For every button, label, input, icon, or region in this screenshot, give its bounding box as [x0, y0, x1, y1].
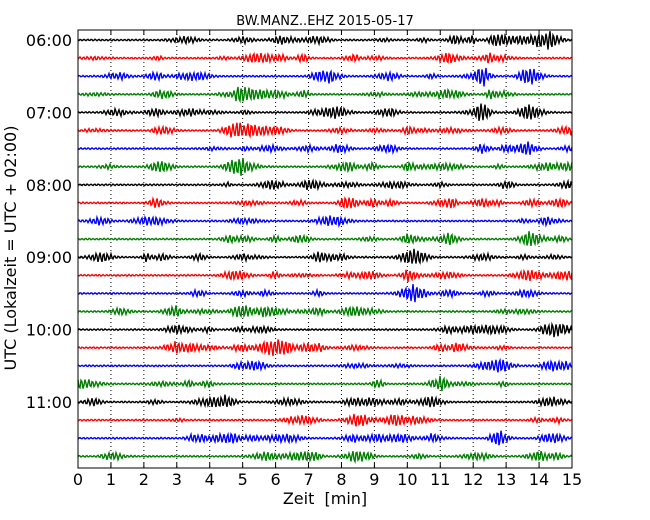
trace-line [77, 51, 573, 65]
y-axis-label: UTC (Lokalzeit = UTC + 02:00) [1, 126, 20, 371]
trace-line [77, 304, 573, 319]
trace-line [77, 268, 573, 283]
x-tick-label: 14 [529, 470, 549, 489]
y-tick-label: 06:00 [26, 31, 72, 50]
trace-line [77, 357, 573, 373]
trace-line [77, 86, 573, 104]
trace-line [77, 375, 573, 392]
chart-title: BW.MANZ..EHZ 2015-05-17 [236, 14, 414, 29]
y-tick-label: 10:00 [26, 321, 72, 340]
trace-line [77, 214, 573, 228]
trace-line [77, 31, 573, 50]
x-tick-label: 3 [172, 470, 182, 489]
trace-line [77, 103, 573, 121]
x-tick-label: 0 [73, 470, 83, 489]
trace-line [77, 394, 573, 409]
x-tick-label: 9 [369, 470, 379, 489]
trace-line [77, 141, 573, 156]
y-tick-label: 09:00 [26, 248, 72, 267]
y-tick-label: 11:00 [26, 393, 72, 412]
plot-frame [77, 29, 573, 469]
trace-line [77, 178, 573, 192]
trace-line [77, 339, 573, 357]
x-tick-label: 4 [205, 470, 215, 489]
x-tick-label: 12 [463, 470, 483, 489]
y-tick-label: 08:00 [26, 176, 72, 195]
x-tick-label: 11 [430, 470, 450, 489]
x-tick-label: 2 [139, 470, 149, 489]
trace-line [77, 283, 573, 303]
trace-line [77, 231, 573, 247]
x-axis-ticks: 0 1 2 3 4 5 6 7 8 9 10 11 12 13 14 15 [73, 30, 582, 489]
x-tick-label: 5 [238, 470, 248, 489]
y-tick-label: 07:00 [26, 103, 72, 122]
trace-line [77, 248, 573, 265]
trace-line [77, 413, 573, 427]
trace-line [77, 321, 573, 338]
x-tick-label: 10 [397, 470, 417, 489]
x-tick-label: 8 [336, 470, 346, 489]
x-tick-label: 13 [496, 470, 516, 489]
x-tick-label: 7 [303, 470, 313, 489]
trace-line [77, 430, 573, 446]
x-tick-label: 1 [106, 470, 116, 489]
trace-line [77, 450, 573, 465]
x-tick-label: 15 [562, 470, 582, 489]
trace-line [77, 67, 573, 87]
seismic-traces [77, 31, 573, 465]
y-axis-ticks: 06:00 07:00 08:00 09:00 10:00 11:00 [26, 31, 572, 412]
x-axis-label: Zeit [min] [283, 489, 367, 508]
trace-line [77, 196, 573, 210]
x-tick-label: 6 [271, 470, 281, 489]
trace-line [77, 157, 573, 176]
trace-line [77, 122, 573, 139]
